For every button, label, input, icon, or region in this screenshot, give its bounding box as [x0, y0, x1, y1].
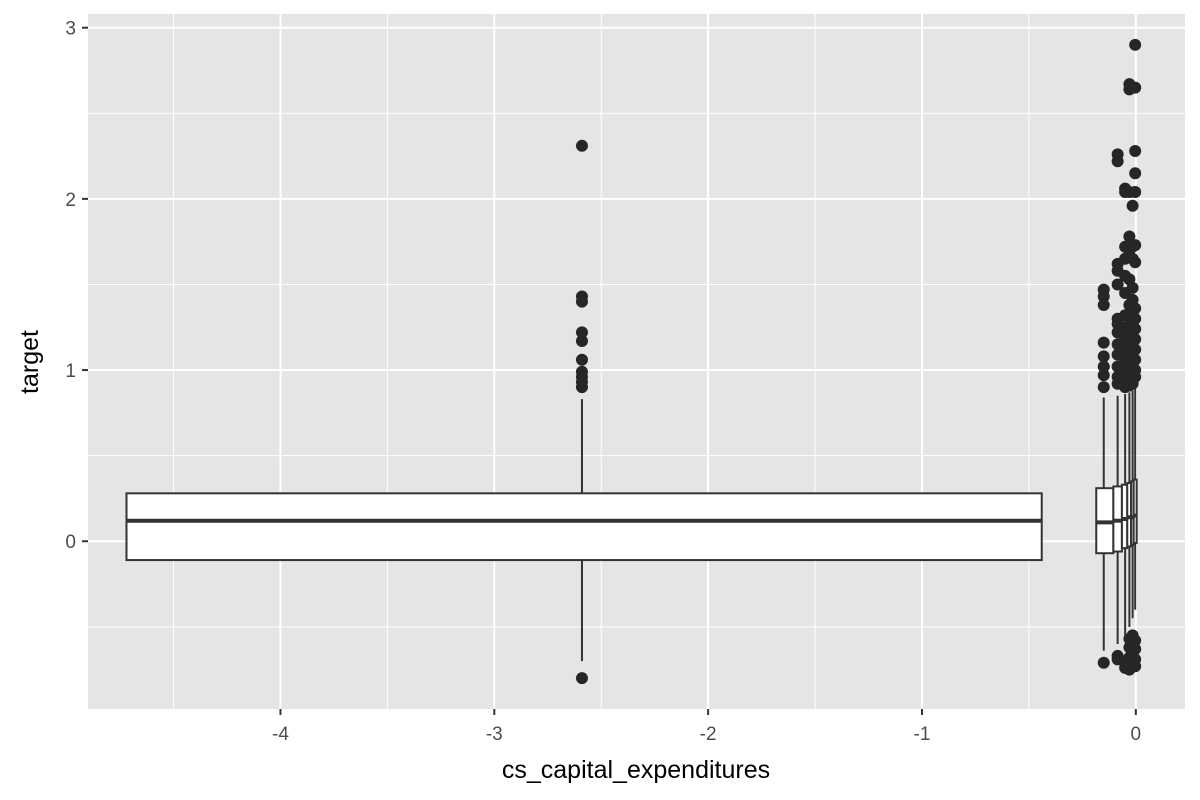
- outlier-point: [1123, 230, 1136, 243]
- outlier-point: [1097, 350, 1110, 363]
- outlier-point: [1129, 643, 1142, 656]
- y-tick-label: 0: [65, 532, 76, 553]
- outlier-point: [575, 672, 588, 685]
- outlier-point: [1126, 199, 1139, 212]
- outlier-point: [1097, 360, 1110, 373]
- y-tick-label: 2: [65, 190, 76, 211]
- box-group: [1112, 395, 1123, 644]
- outlier-point: [1129, 144, 1142, 157]
- outlier-point: [1129, 312, 1142, 325]
- outlier-point: [1129, 634, 1142, 647]
- outlier-point: [1129, 302, 1142, 315]
- x-tick-label: -2: [700, 724, 717, 745]
- outlier-point: [1097, 336, 1110, 349]
- x-tick-label: -1: [914, 724, 931, 745]
- outlier-point: [1097, 299, 1110, 312]
- outlier-point: [1129, 333, 1142, 346]
- x-axis-ticks: -4 -3 -2 -1 0: [272, 709, 1141, 745]
- outlier-point: [1097, 290, 1110, 303]
- outlier-point: [1129, 186, 1142, 199]
- outlier-point: [575, 381, 588, 394]
- outlier-point: [1097, 369, 1110, 382]
- outlier-point: [1111, 278, 1124, 291]
- outlier-point: [1129, 167, 1142, 180]
- outlier-point: [575, 334, 588, 347]
- y-tick-label: 3: [65, 19, 76, 40]
- box-iqr: [125, 492, 1043, 562]
- outlier-point: [1129, 353, 1142, 366]
- box-iqr: [1132, 478, 1138, 544]
- outlier-point: [1126, 281, 1139, 294]
- outlier-point: [575, 139, 588, 152]
- outlier-point: [1129, 322, 1142, 335]
- outlier-point: [1129, 256, 1142, 269]
- outlier-point: [1129, 370, 1142, 383]
- x-tick-label: 0: [1131, 724, 1142, 745]
- outlier-point: [1129, 660, 1142, 673]
- x-axis-title: cs_capital_expenditures: [502, 756, 770, 784]
- outlier-point: [1129, 343, 1142, 356]
- x-tick-label: -3: [486, 724, 503, 745]
- outlier-point: [575, 326, 588, 339]
- outlier-point: [1097, 381, 1110, 394]
- outlier-point: [1129, 81, 1142, 94]
- boxplot-boxes: [125, 387, 1138, 662]
- outlier-point: [1129, 38, 1142, 51]
- plot-panel: [88, 14, 1185, 709]
- y-axis-title: target: [16, 330, 44, 394]
- y-tick-label: 1: [65, 361, 76, 382]
- y-axis-ticks: 0 1 2 3: [65, 19, 88, 553]
- outlier-points: [575, 38, 1142, 685]
- outlier-point: [1129, 239, 1142, 252]
- outlier-point: [575, 295, 588, 308]
- box-group: [125, 399, 1043, 662]
- outlier-point: [1097, 656, 1110, 669]
- x-tick-label: -4: [272, 724, 289, 745]
- outlier-point: [575, 353, 588, 366]
- box-group: [1132, 387, 1138, 610]
- outlier-point: [1111, 155, 1124, 168]
